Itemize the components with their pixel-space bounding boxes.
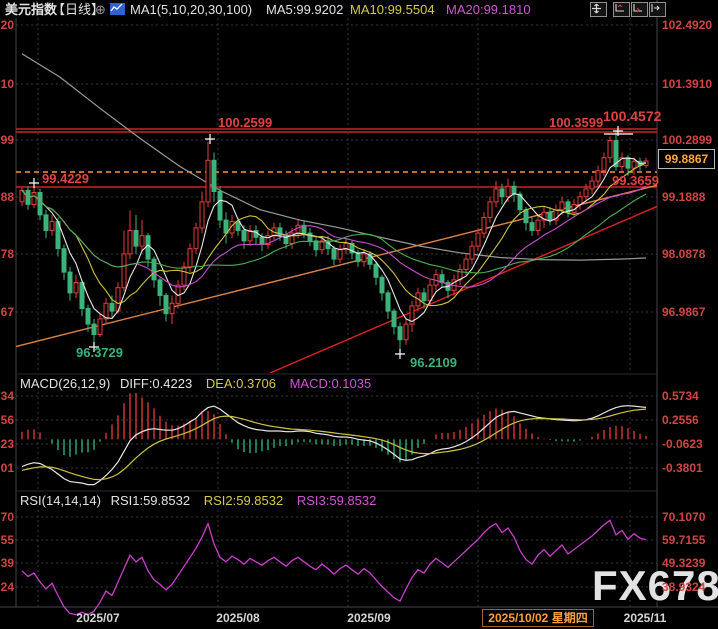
- y-axis-label-clipped: 56: [0, 413, 14, 427]
- x-axis-label: 2025/09: [347, 611, 391, 625]
- y-axis-label-clipped: 24: [0, 580, 14, 594]
- y-axis-label-clipped: 10: [0, 77, 14, 91]
- last-price-box: 99.8867: [658, 149, 715, 169]
- ma10-value: MA10:99.5504: [350, 2, 435, 17]
- y-axis-label-clipped: 99: [0, 133, 14, 147]
- x-axis-label: 2025/08: [216, 611, 260, 625]
- y-axis-label: -0.3801: [662, 461, 703, 475]
- macd-title: MACD(26,12,9): [20, 376, 111, 391]
- rsi3-value: RSI3:59.8532: [296, 493, 377, 508]
- macd-diff-value: DIFF:0.4223: [119, 376, 193, 391]
- price-annotation: 99.4229: [42, 171, 89, 186]
- price-annotation: 99.3659: [612, 173, 659, 188]
- y-axis-label: 102.4920: [662, 18, 713, 32]
- y-axis-label-clipped: 34: [0, 389, 14, 403]
- y-axis-scale-icon[interactable]: [613, 2, 630, 17]
- y-axis-label: 0.5734: [662, 389, 699, 403]
- y-axis-label: 101.3910: [662, 77, 713, 91]
- price-annotation: 96.2109: [410, 355, 457, 370]
- rsi-title: RSI(14,14,14): [20, 493, 101, 508]
- y-axis-label: 59.7155: [662, 533, 706, 547]
- y-axis-label: 98.0878: [662, 247, 706, 261]
- y-axis-label-clipped: 78: [0, 247, 14, 261]
- price-annotation: 100.2599: [218, 115, 273, 130]
- pan-icon[interactable]: [590, 2, 607, 17]
- x-axis-label: 2025/07: [76, 611, 120, 625]
- y-axis-label: 70.1070: [662, 510, 706, 524]
- y-axis-label: 100.2899: [662, 133, 713, 147]
- rsi-header: RSI(14,14,14) RSI1:59.8532 RSI2:59.8532 …: [20, 493, 376, 509]
- x-axis-scale-icon[interactable]: [631, 2, 648, 17]
- y-axis-label-clipped: 20: [0, 18, 14, 32]
- y-axis-label: -0.0623: [662, 437, 703, 451]
- y-axis-label-clipped: 39: [0, 556, 14, 570]
- y-axis-label-clipped: 88: [0, 190, 14, 204]
- y-axis-label-clipped: 23: [0, 437, 14, 451]
- price-annotation: 96.3729: [76, 345, 123, 360]
- y-axis-label: 0.2556: [662, 413, 699, 427]
- rsi1-value: RSI1:59.8532: [110, 493, 191, 508]
- ma5-value: MA5:99.9202: [266, 2, 344, 17]
- y-axis-label: 99.1888: [662, 190, 706, 204]
- rsi2-value: RSI2:59.8532: [203, 493, 284, 508]
- macd-macd-value: MACD:0.1035: [289, 376, 372, 391]
- ma-settings-label: MA1(5,10,20,30,100): [130, 2, 253, 17]
- brand-watermark: FX678: [592, 562, 718, 609]
- y-axis-label: 96.9867: [662, 305, 706, 319]
- y-axis-label-clipped: 55: [0, 533, 14, 547]
- crosshair-date-box: 2025/10/02 星期四: [482, 609, 594, 627]
- line-chart-icon[interactable]: [110, 3, 125, 15]
- y-axis-label-clipped: 67: [0, 305, 14, 319]
- x-axis-label: 2025/11: [623, 611, 667, 625]
- y-axis-label-clipped: 70: [0, 510, 14, 524]
- axis-reset-icon[interactable]: [649, 2, 666, 17]
- symbol-title: 美元指数: [5, 2, 58, 17]
- macd-header: MACD(26,12,9) DIFF:0.4223 DEA:0.3706 MAC…: [20, 376, 371, 392]
- y-axis-label: 38.9324: [662, 580, 706, 594]
- plus-circle-icon[interactable]: ⊕: [95, 2, 106, 17]
- y-axis-label: 49.3239: [662, 556, 706, 570]
- price-annotation: 100.3599: [549, 115, 604, 130]
- ma20-value: MA20:99.1810: [446, 2, 531, 17]
- macd-dea-value: DEA:0.3706: [205, 376, 276, 391]
- y-axis-label-clipped: 01: [0, 461, 14, 475]
- price-annotation: 100.4572: [603, 108, 662, 124]
- period-label: 【日线】: [52, 2, 105, 17]
